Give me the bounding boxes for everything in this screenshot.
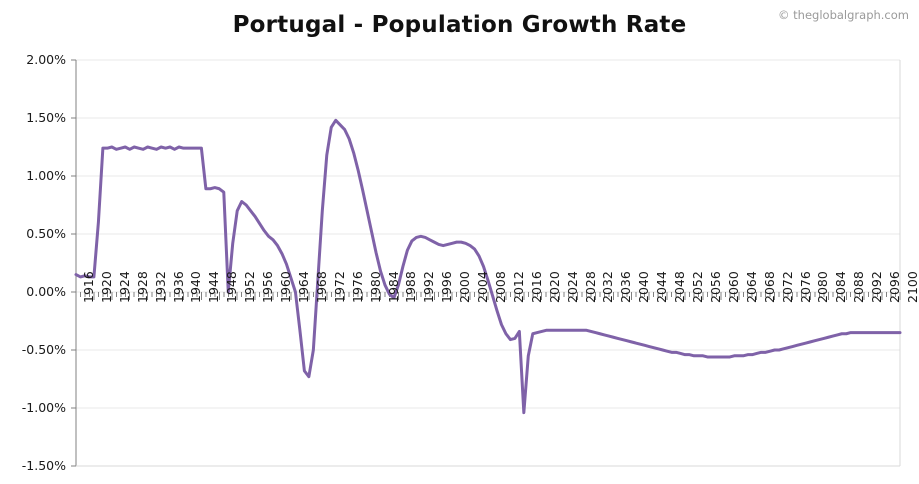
x-axis-tick-label: 2032 bbox=[600, 271, 616, 303]
x-axis-tick-label: 2096 bbox=[887, 271, 903, 303]
x-axis-tick-label: 2060 bbox=[725, 271, 741, 303]
x-axis-tick-label: 2068 bbox=[761, 271, 777, 303]
y-axis-tick-label: -0.50% bbox=[21, 342, 66, 357]
x-axis-tick-label: 1924 bbox=[116, 271, 132, 303]
x-axis-tick-label: 1952 bbox=[242, 271, 258, 303]
x-axis-tick-label: 2004 bbox=[475, 271, 491, 303]
page-title: Portugal - Population Growth Rate bbox=[232, 12, 687, 38]
x-axis-tick-label: 1988 bbox=[403, 271, 419, 303]
x-axis-tick-label: 2064 bbox=[743, 271, 759, 303]
y-axis-tick-label: 1.50% bbox=[26, 110, 66, 125]
x-axis-tick-label: 2052 bbox=[690, 271, 706, 303]
x-axis-tick-label: 2000 bbox=[457, 271, 473, 303]
x-axis-tick-label: 2100 bbox=[905, 271, 919, 303]
x-axis-tick-label: 1984 bbox=[385, 271, 401, 303]
axis-ticks bbox=[71, 59, 901, 467]
x-axis-tick-label: 2044 bbox=[654, 271, 670, 303]
x-axis-tick-label: 1992 bbox=[421, 271, 437, 303]
x-axis-tick-label: 2020 bbox=[546, 271, 562, 303]
x-axis-tick-label: 2056 bbox=[707, 271, 723, 303]
x-axis-tick-label: 1996 bbox=[439, 271, 455, 303]
x-axis-tick-label: 1932 bbox=[152, 271, 168, 303]
x-axis-tick-label: 1944 bbox=[206, 271, 222, 303]
x-axis-tick-label: 1916 bbox=[81, 271, 96, 303]
x-axis-tick-label: 1964 bbox=[295, 271, 311, 303]
x-axis-tick-label: 2048 bbox=[672, 271, 688, 303]
x-axis-tick-label: 1936 bbox=[170, 271, 186, 303]
x-axis-tick-label: 1940 bbox=[188, 271, 204, 303]
y-axis-tick-label: -1.50% bbox=[21, 458, 66, 473]
series-line-population-growth-rate bbox=[74, 118, 902, 415]
x-axis-tick-label: 1956 bbox=[260, 271, 276, 303]
y-axis-tick-label: -1.00% bbox=[21, 400, 66, 415]
x-axis-tick-label: 2040 bbox=[636, 271, 652, 303]
x-axis-tick-label: 2084 bbox=[833, 271, 849, 303]
y-axis-tick-label: 2.00% bbox=[26, 52, 66, 67]
x-axis-tick-label: 1920 bbox=[98, 271, 114, 303]
x-axis-tick-label: 2088 bbox=[851, 271, 867, 303]
y-axis-tick-label: 0.50% bbox=[26, 226, 66, 241]
x-axis-tick-label: 2092 bbox=[869, 271, 885, 303]
y-axis-tick-label: 1.00% bbox=[26, 168, 66, 183]
axis-lines bbox=[75, 60, 901, 467]
x-axis-tick-label: 2036 bbox=[618, 271, 634, 303]
x-axis-tick-label: 1948 bbox=[224, 271, 240, 303]
y-axis-tick-label: 0.00% bbox=[26, 284, 66, 299]
x-axis-tick-label: 2012 bbox=[510, 271, 526, 303]
x-axis-tick-label: 2024 bbox=[564, 271, 580, 303]
x-axis-tick-label: 1972 bbox=[331, 271, 347, 303]
x-axis-tick-label: 2028 bbox=[582, 271, 598, 303]
data-series-line bbox=[74, 118, 902, 415]
x-axis-tick-label: 2076 bbox=[797, 271, 813, 303]
watermark-credit: © theglobalgraph.com bbox=[778, 8, 909, 22]
x-axis-tick-label: 1928 bbox=[134, 271, 150, 303]
gridlines bbox=[76, 59, 900, 467]
x-axis-tick-label: 1976 bbox=[349, 271, 365, 303]
x-axis-tick-label: 1980 bbox=[367, 271, 383, 303]
x-axis-tick-label: 1968 bbox=[313, 271, 329, 303]
x-axis-tick-label: 2080 bbox=[815, 271, 831, 303]
x-axis-tick-label: 2016 bbox=[528, 271, 544, 303]
x-axis-tick-label: 2008 bbox=[493, 271, 508, 303]
x-axis-tick-label: 1960 bbox=[278, 271, 294, 303]
x-axis-tick-label: 2072 bbox=[779, 271, 795, 303]
